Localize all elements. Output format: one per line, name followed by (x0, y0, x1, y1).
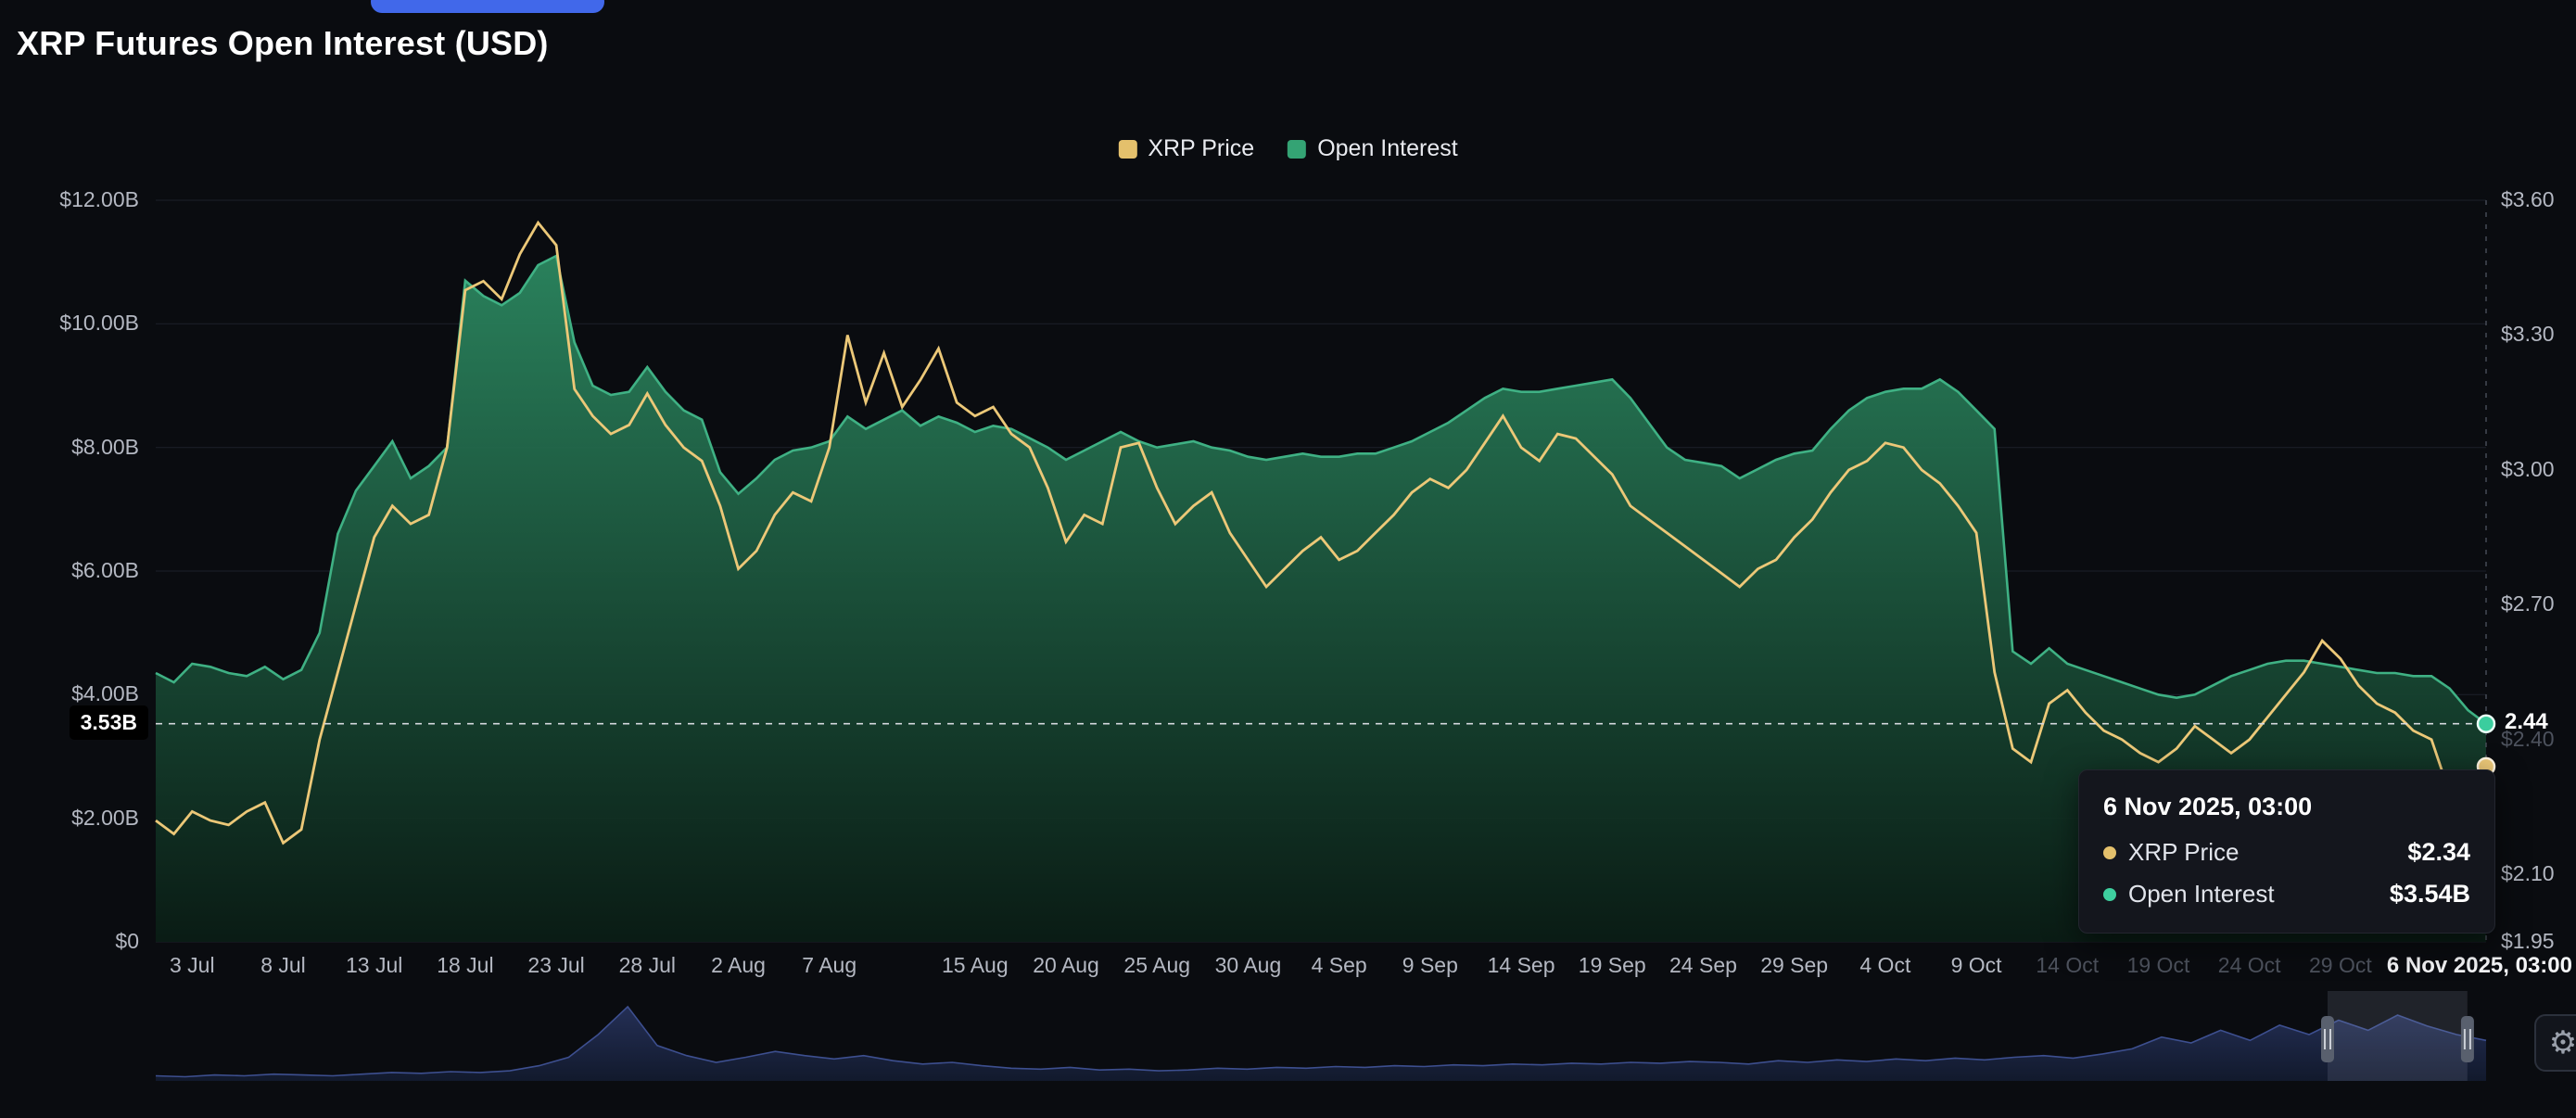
x-axis-tick: 24 Sep (1669, 953, 1737, 978)
left-axis-tick: $4.00B (0, 681, 139, 706)
right-axis-tick: $3.30 (2501, 322, 2555, 347)
x-axis-tick: 24 Oct (2218, 953, 2281, 978)
legend-label: XRP Price (1148, 135, 1254, 162)
legend-swatch (1118, 140, 1136, 159)
open-interest-endpoint-dot (2478, 716, 2494, 732)
series-dot-icon (2103, 846, 2116, 859)
tooltip: 6 Nov 2025, 03:00 XRP Price $2.34 Open Int… (2078, 769, 2495, 934)
tooltip-series-value: $3.54B (2390, 880, 2470, 908)
x-axis-tick: 25 Aug (1123, 953, 1190, 978)
legend-item-xrp-price[interactable]: XRP Price (1118, 135, 1254, 162)
legend-item-open-interest[interactable]: Open Interest (1288, 135, 1457, 162)
left-axis-tick: $10.00B (0, 311, 139, 336)
tooltip-rows: XRP Price $2.34 Open Interest $3.54B (2103, 838, 2470, 908)
legend: XRP Price Open Interest (1118, 135, 1457, 162)
current-line-right-value: 2.44 (2505, 709, 2548, 735)
x-axis-tick: 4 Oct (1859, 953, 1910, 978)
crosshair-date-label: 6 Nov 2025, 03:00 (2387, 953, 2572, 979)
brush-handle-right[interactable] (2461, 1016, 2474, 1062)
x-axis-tick: 23 Jul (527, 953, 584, 978)
x-axis-tick: 20 Aug (1033, 953, 1099, 978)
price-open-interest-chart[interactable] (0, 0, 2576, 1118)
chart-panel: XRP Futures Open Interest (USD) XRP Pric… (0, 0, 2576, 1118)
x-axis-tick: 4 Sep (1312, 953, 1367, 978)
x-axis-tick: 14 Oct (2036, 953, 2099, 978)
tooltip-series-value: $2.34 (2407, 838, 2470, 867)
navigator-brush-window[interactable] (2328, 991, 2468, 1081)
x-axis-tick: 7 Aug (802, 953, 857, 978)
x-axis-tick: 9 Sep (1402, 953, 1458, 978)
x-axis-tick: 8 Jul (260, 953, 306, 978)
series-dot-icon (2103, 888, 2116, 901)
x-axis-tick: 19 Oct (2127, 953, 2190, 978)
right-axis-tick: $2.70 (2501, 591, 2555, 616)
legend-swatch (1288, 140, 1306, 159)
navigator-area[interactable] (156, 1007, 2486, 1081)
x-axis-tick: 14 Sep (1488, 953, 1555, 978)
brush-handle-left[interactable] (2321, 1016, 2334, 1062)
left-axis-tick: $8.00B (0, 435, 139, 460)
tooltip-date: 6 Nov 2025, 03:00 (2103, 793, 2470, 821)
right-axis-tick: $2.10 (2501, 861, 2555, 886)
left-axis-tick: $6.00B (0, 558, 139, 583)
x-axis-tick: 30 Aug (1215, 953, 1282, 978)
right-axis-tick: $3.60 (2501, 187, 2555, 212)
x-axis-tick: 2 Aug (711, 953, 766, 978)
x-axis-tick: 15 Aug (942, 953, 1009, 978)
x-axis-tick: 29 Sep (1760, 953, 1828, 978)
left-axis-tick: $0 (0, 929, 139, 954)
x-axis-tick: 3 Jul (170, 953, 215, 978)
settings-button[interactable]: ⚙ (2534, 1014, 2576, 1072)
right-axis-tick: $3.00 (2501, 457, 2555, 482)
x-axis-tick: 19 Sep (1579, 953, 1646, 978)
current-oi-badge: 3.53B (70, 705, 148, 740)
right-axis-tick: $1.95 (2501, 929, 2555, 954)
x-axis-tick: 28 Jul (619, 953, 676, 978)
tooltip-row: Open Interest $3.54B (2103, 880, 2470, 908)
tooltip-series-label: Open Interest (2128, 880, 2275, 908)
left-axis-tick: $2.00B (0, 806, 139, 831)
x-axis-tick: 29 Oct (2309, 953, 2372, 978)
left-axis-tick: $12.00B (0, 187, 139, 212)
tooltip-series-label: XRP Price (2128, 838, 2239, 867)
legend-label: Open Interest (1317, 135, 1457, 162)
x-axis-tick: 18 Jul (437, 953, 493, 978)
gear-icon: ⚙ (2549, 1027, 2576, 1059)
x-axis-tick: 9 Oct (1951, 953, 2002, 978)
x-axis-tick: 13 Jul (346, 953, 402, 978)
tooltip-row: XRP Price $2.34 (2103, 838, 2470, 867)
